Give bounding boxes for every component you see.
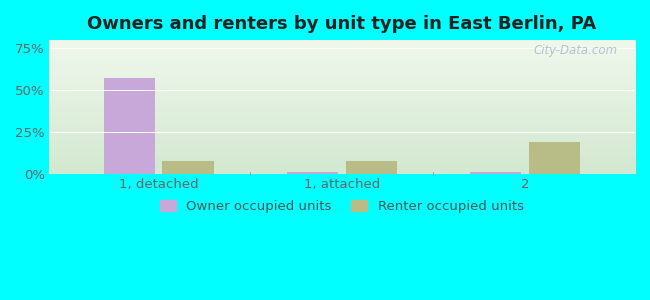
Legend: Owner occupied units, Renter occupied units: Owner occupied units, Renter occupied un… (155, 194, 529, 218)
Bar (162, 161, 214, 174)
Bar (104, 78, 155, 174)
Bar (470, 172, 521, 174)
Bar (528, 142, 580, 174)
Text: City-Data.com: City-Data.com (533, 44, 618, 57)
Title: Owners and renters by unit type in East Berlin, PA: Owners and renters by unit type in East … (87, 15, 597, 33)
Bar (287, 172, 338, 174)
Bar (346, 161, 397, 174)
